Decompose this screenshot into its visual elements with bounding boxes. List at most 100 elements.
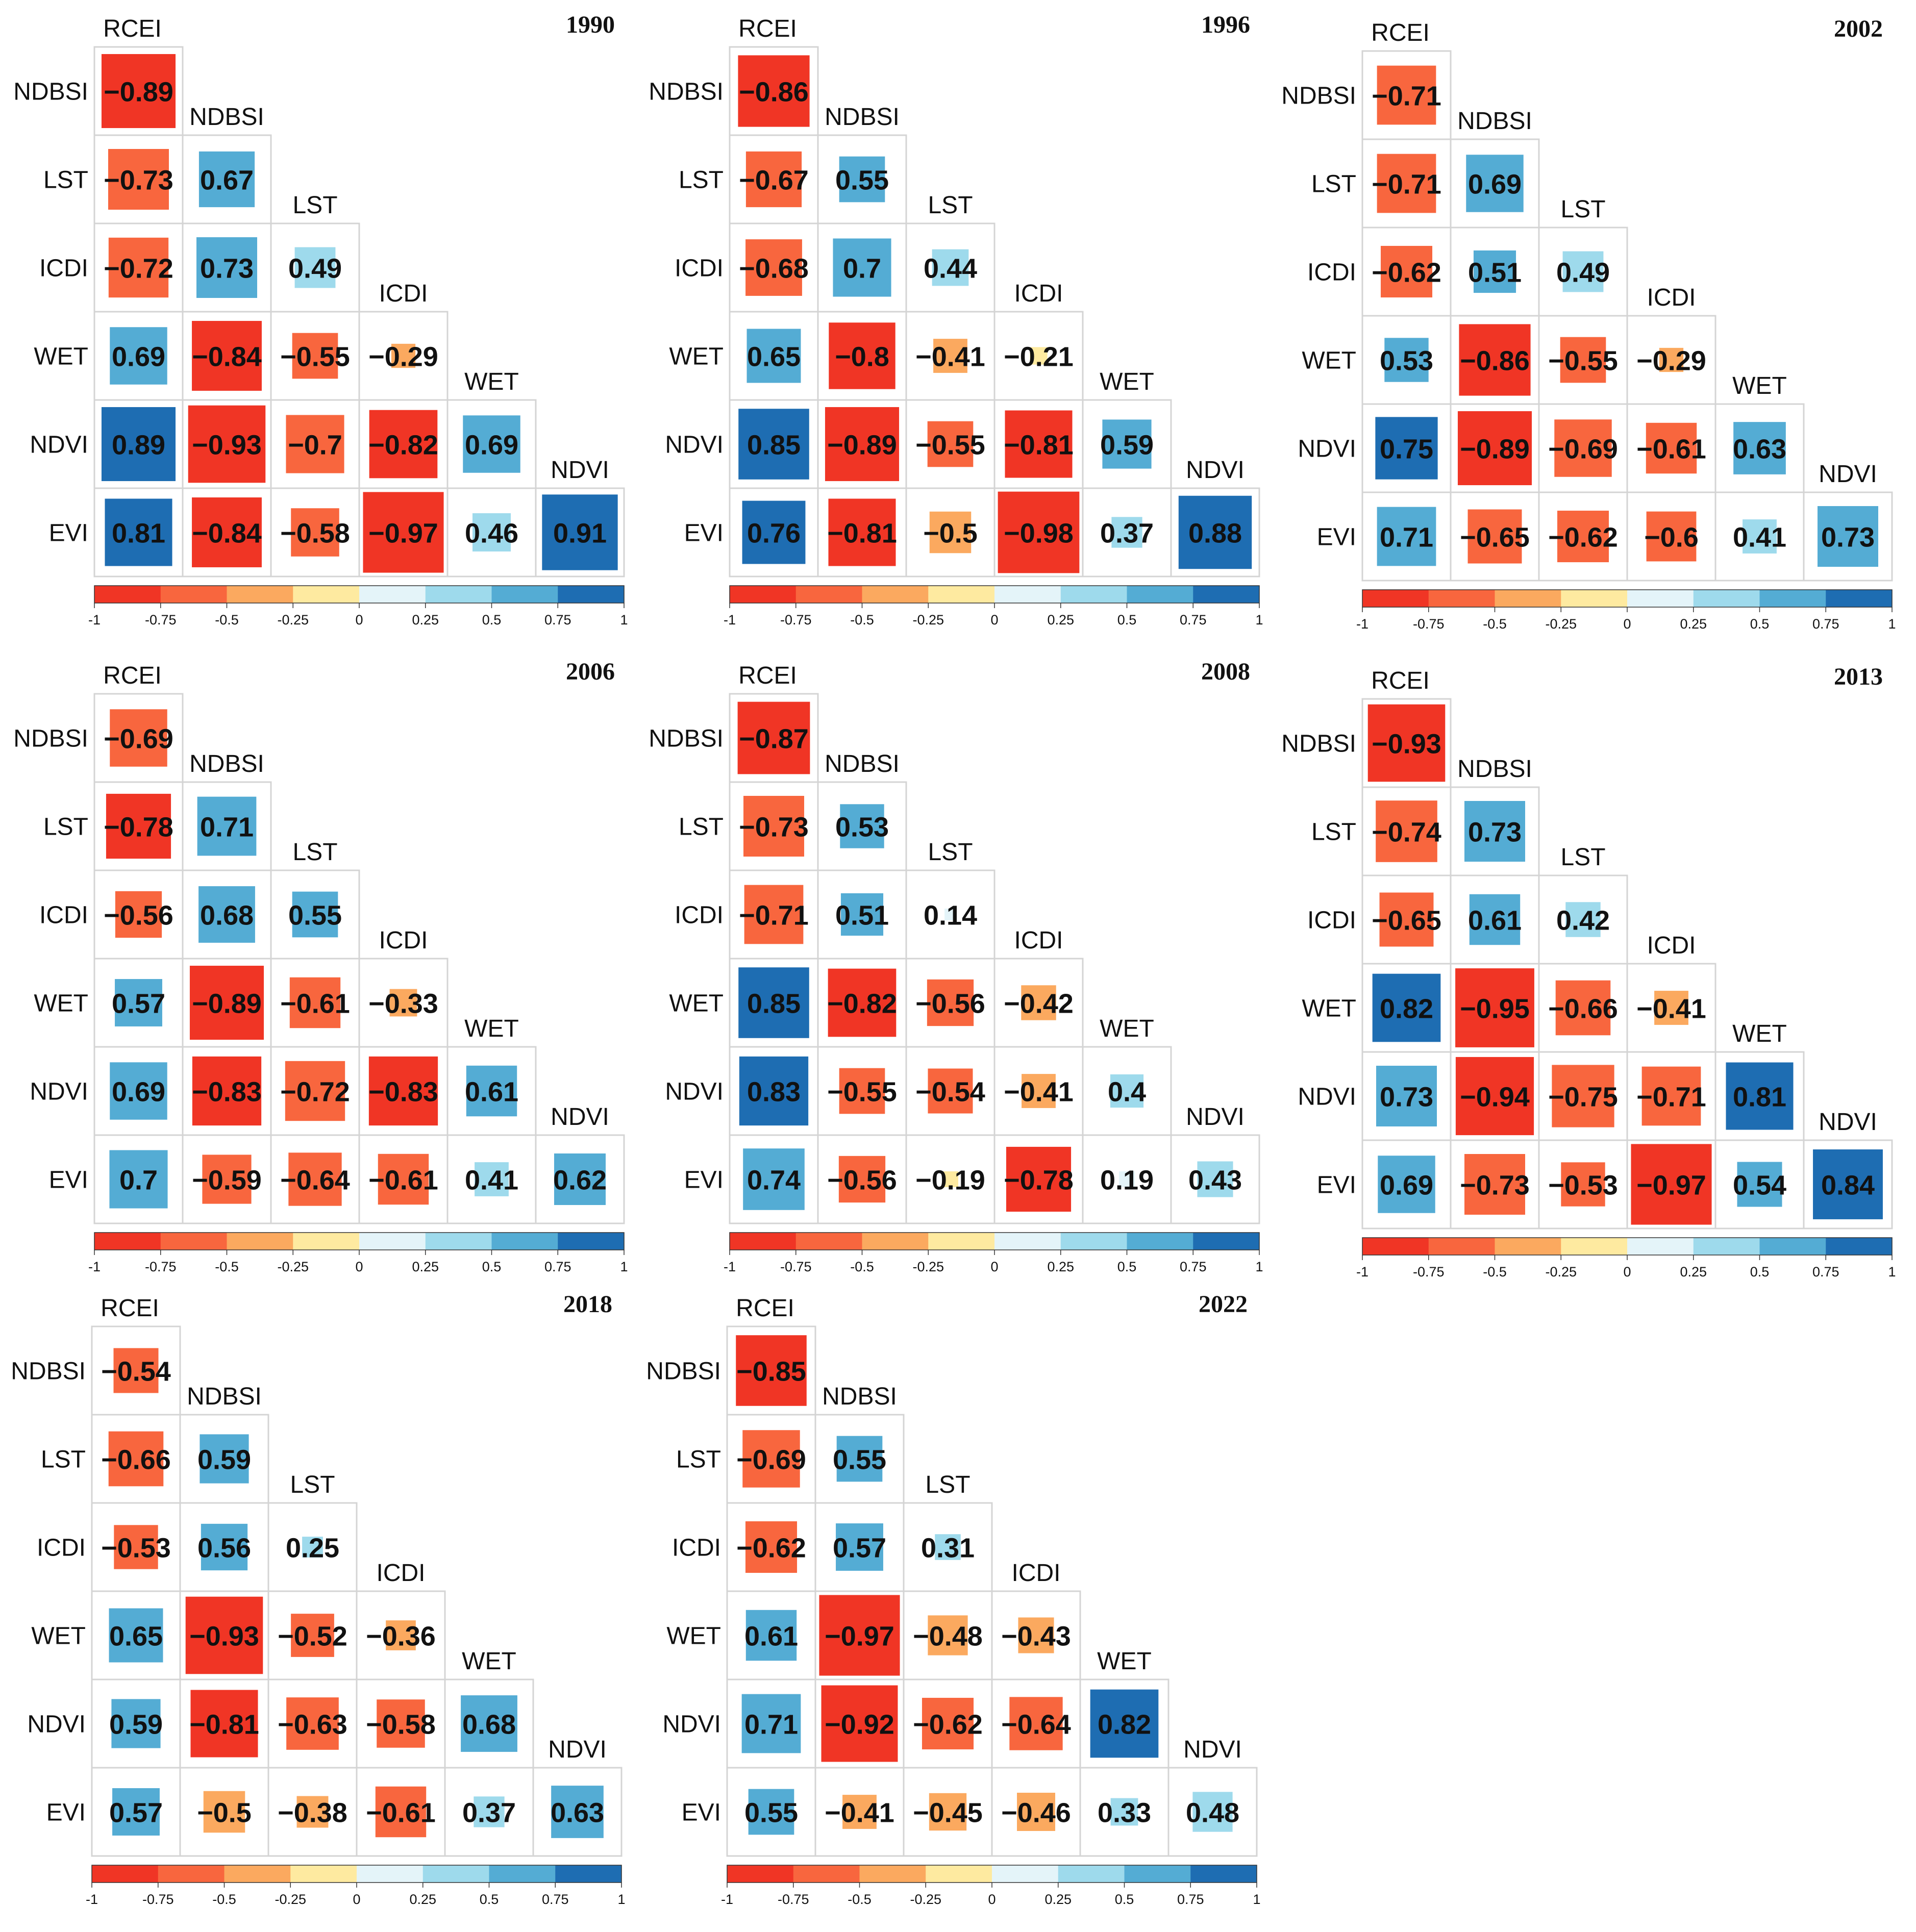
correlation-value: −0.55 xyxy=(1548,346,1618,377)
correlation-square xyxy=(927,421,974,467)
correlation-value: 0.83 xyxy=(747,1077,801,1108)
correlation-value: −0.56 xyxy=(915,989,985,1019)
correlation-value: −0.64 xyxy=(1001,1710,1071,1740)
row-label: NDBSI xyxy=(13,725,88,752)
colorbar-tick-label: -0.25 xyxy=(277,1259,309,1274)
correlation-value: 0.61 xyxy=(744,1621,798,1652)
correlation-value: −0.42 xyxy=(1004,989,1074,1019)
column-label: ICDI xyxy=(1647,284,1696,311)
colorbar-tick-label: 0.25 xyxy=(1047,612,1074,628)
correlation-square xyxy=(1459,324,1531,396)
correlation-value: 0.67 xyxy=(200,165,254,196)
correlation-square xyxy=(1009,1697,1063,1750)
correlation-square xyxy=(1818,506,1878,567)
correlation-value: −0.67 xyxy=(739,165,809,196)
row-label: EVI xyxy=(49,520,88,547)
colorbar-tick-label: -0.5 xyxy=(1483,1264,1507,1279)
row-label: NDVI xyxy=(27,1711,86,1738)
row-label: ICDI xyxy=(1307,259,1356,286)
correlation-square xyxy=(935,1534,961,1560)
column-label: ICDI xyxy=(377,1560,426,1587)
colorbar-segment xyxy=(1428,1238,1495,1255)
correlation-value: −0.69 xyxy=(104,724,173,755)
correlation-square xyxy=(461,1695,517,1752)
correlation-square xyxy=(1641,1066,1701,1126)
correlation-square xyxy=(819,1595,900,1676)
correlation-square xyxy=(110,327,167,385)
correlation-square xyxy=(192,1056,262,1126)
row-label: EVI xyxy=(49,1167,88,1194)
correlation-value: 0.7 xyxy=(843,254,881,284)
correlation-square xyxy=(1631,1144,1712,1225)
correlation-square xyxy=(1455,968,1534,1047)
colorbar-segment xyxy=(425,1233,492,1250)
panel-year-title: 2013 xyxy=(1834,663,1883,690)
column-label: ICDI xyxy=(1647,932,1696,959)
column-label: WET xyxy=(1100,1015,1154,1042)
correlation-square xyxy=(743,1148,805,1210)
correlation-value: −0.61 xyxy=(368,1165,438,1196)
correlation-square xyxy=(1372,973,1441,1042)
correlation-value: 0.31 xyxy=(921,1533,975,1564)
correlation-square xyxy=(291,1614,334,1657)
matrix-cell xyxy=(1082,487,1172,578)
correlation-value: 0.63 xyxy=(551,1798,604,1828)
correlation-square xyxy=(475,1162,509,1196)
colorbar-tick-label: 0 xyxy=(353,1892,360,1907)
correlation-square xyxy=(838,1156,886,1203)
colorbar-segment xyxy=(558,1233,625,1250)
correlation-square xyxy=(369,410,438,479)
correlation-square xyxy=(1376,1066,1437,1126)
correlation-square xyxy=(109,1608,163,1663)
row-label: EVI xyxy=(682,1799,721,1826)
correlation-value: −0.8 xyxy=(835,342,889,372)
colorbar-segment xyxy=(730,1233,797,1250)
colorbar-segment xyxy=(1193,1233,1260,1250)
correlation-value: 0.37 xyxy=(462,1798,516,1828)
colorbar-segment xyxy=(862,586,929,603)
correlation-value: −0.59 xyxy=(192,1165,262,1196)
correlation-square xyxy=(201,1523,248,1571)
correlation-square xyxy=(737,701,810,774)
correlation-square xyxy=(738,409,809,480)
colorbar-tick-label: 0 xyxy=(1623,616,1631,632)
colorbar-tick-label: 0.5 xyxy=(482,1259,502,1274)
column-label: RCEI xyxy=(738,15,797,42)
correlation-value: −0.56 xyxy=(104,900,173,931)
colorbar-segment xyxy=(94,586,161,603)
colorbar-segment xyxy=(1127,586,1193,603)
correlation-square xyxy=(542,494,618,570)
row-label: NDBSI xyxy=(1281,83,1356,110)
correlation-square xyxy=(101,407,176,482)
colorbar-segment xyxy=(1826,590,1893,607)
colorbar-tick-label: -0.75 xyxy=(780,1259,812,1274)
correlation-value: 0.49 xyxy=(288,254,342,284)
correlation-square xyxy=(378,1153,429,1205)
colorbar-tick-label: 0.75 xyxy=(1177,1892,1204,1907)
colorbar-segment xyxy=(1060,586,1127,603)
correlation-square xyxy=(292,333,338,379)
panel-year-title: 2022 xyxy=(1199,1291,1248,1318)
correlation-value: −0.5 xyxy=(923,518,978,549)
correlation-square xyxy=(1111,517,1142,548)
correlation-square xyxy=(1090,1689,1159,1758)
correlation-panel: 1996 RCEI NDBSI LST ICDI WET NDVI NDBSI −0.86 LST… xyxy=(649,11,1263,628)
correlation-value: −0.54 xyxy=(915,1077,985,1108)
correlation-square xyxy=(1561,1162,1605,1207)
colorbar-tick-label: 0.75 xyxy=(542,1892,569,1907)
correlation-value: 0.88 xyxy=(1188,518,1242,549)
correlation-square xyxy=(114,1525,158,1569)
colorbar-tick-label: -1 xyxy=(1356,1264,1368,1279)
colorbar-segment xyxy=(357,1865,424,1883)
correlation-square xyxy=(998,491,1080,573)
correlation-value: −0.75 xyxy=(1548,1082,1618,1113)
correlation-value: −0.85 xyxy=(736,1357,806,1387)
correlation-square xyxy=(115,979,162,1026)
correlation-square xyxy=(928,1615,968,1655)
column-label: ICDI xyxy=(379,927,428,954)
column-label: ICDI xyxy=(1012,1560,1061,1587)
correlation-square xyxy=(1552,1065,1614,1127)
correlation-square xyxy=(115,891,162,938)
correlation-square xyxy=(748,1789,794,1835)
colorbar-segment xyxy=(1362,590,1429,607)
